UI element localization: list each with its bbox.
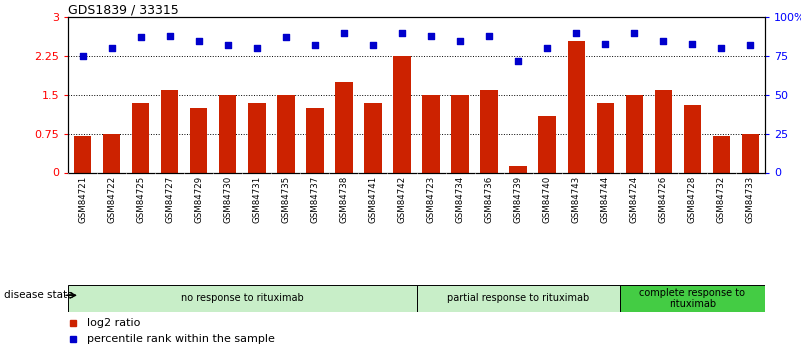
Bar <box>74 136 91 172</box>
Text: complete response to
rituximab: complete response to rituximab <box>639 288 746 309</box>
Bar <box>393 56 411 172</box>
Text: GSM84734: GSM84734 <box>456 176 465 223</box>
Bar <box>509 166 527 172</box>
Text: GSM84742: GSM84742 <box>397 176 406 223</box>
Text: GSM84741: GSM84741 <box>368 176 377 223</box>
Bar <box>132 103 149 172</box>
Text: GSM84722: GSM84722 <box>107 176 116 223</box>
Bar <box>567 41 585 172</box>
Text: GSM84727: GSM84727 <box>165 176 174 223</box>
Point <box>192 38 205 43</box>
Text: GSM84733: GSM84733 <box>746 176 755 223</box>
Text: GSM84729: GSM84729 <box>195 176 203 223</box>
Bar <box>683 105 701 172</box>
Bar <box>219 95 236 172</box>
Text: GSM84721: GSM84721 <box>78 176 87 223</box>
Text: GSM84739: GSM84739 <box>513 176 522 223</box>
Point <box>105 46 118 51</box>
FancyBboxPatch shape <box>417 285 620 312</box>
Text: GSM84724: GSM84724 <box>630 176 638 223</box>
Bar <box>654 90 672 172</box>
Point <box>396 30 409 36</box>
Text: GSM84726: GSM84726 <box>659 176 668 223</box>
Text: GSM84735: GSM84735 <box>281 176 290 223</box>
Point <box>135 35 147 40</box>
Bar <box>103 134 120 172</box>
Point <box>570 30 582 36</box>
Point <box>715 46 728 51</box>
FancyBboxPatch shape <box>620 285 765 312</box>
Point <box>599 41 612 47</box>
Point <box>163 33 176 39</box>
Text: GSM84728: GSM84728 <box>688 176 697 223</box>
Point <box>308 42 321 48</box>
Point <box>76 53 89 59</box>
Bar <box>626 95 643 172</box>
Bar <box>597 103 614 172</box>
Point <box>744 42 757 48</box>
Text: disease state: disease state <box>4 290 74 300</box>
Point <box>425 33 437 39</box>
Bar <box>248 103 266 172</box>
Text: GSM84744: GSM84744 <box>601 176 610 223</box>
Text: GSM84736: GSM84736 <box>485 176 493 223</box>
Text: GSM84730: GSM84730 <box>223 176 232 223</box>
Bar <box>190 108 207 172</box>
Point <box>280 35 292 40</box>
Text: GSM84740: GSM84740 <box>543 176 552 223</box>
Text: GSM84732: GSM84732 <box>717 176 726 223</box>
Bar <box>161 90 179 172</box>
Text: no response to rituximab: no response to rituximab <box>181 294 304 303</box>
Point <box>686 41 698 47</box>
Point <box>541 46 553 51</box>
Point <box>512 58 525 63</box>
Text: GSM84731: GSM84731 <box>252 176 261 223</box>
Bar <box>277 95 295 172</box>
Point <box>483 33 496 39</box>
Text: GSM84743: GSM84743 <box>572 176 581 223</box>
Point <box>628 30 641 36</box>
Text: partial response to rituximab: partial response to rituximab <box>447 294 590 303</box>
Point <box>367 42 380 48</box>
Point <box>453 38 466 43</box>
Bar <box>713 136 731 172</box>
Bar <box>538 116 556 172</box>
FancyBboxPatch shape <box>68 285 417 312</box>
Point <box>337 30 350 36</box>
Text: GSM84738: GSM84738 <box>340 176 348 223</box>
Text: percentile rank within the sample: percentile rank within the sample <box>87 334 276 344</box>
Bar <box>742 134 759 172</box>
Bar <box>335 82 352 172</box>
Bar <box>451 95 469 172</box>
Point <box>221 42 234 48</box>
Bar <box>364 103 381 172</box>
Bar <box>481 90 497 172</box>
Text: log2 ratio: log2 ratio <box>87 318 141 328</box>
Bar <box>422 95 440 172</box>
Point <box>251 46 264 51</box>
Text: GDS1839 / 33315: GDS1839 / 33315 <box>68 3 179 16</box>
Text: GSM84725: GSM84725 <box>136 176 145 223</box>
Text: GSM84737: GSM84737 <box>311 176 320 223</box>
Text: GSM84723: GSM84723 <box>427 176 436 223</box>
Point <box>657 38 670 43</box>
Bar <box>306 108 324 172</box>
